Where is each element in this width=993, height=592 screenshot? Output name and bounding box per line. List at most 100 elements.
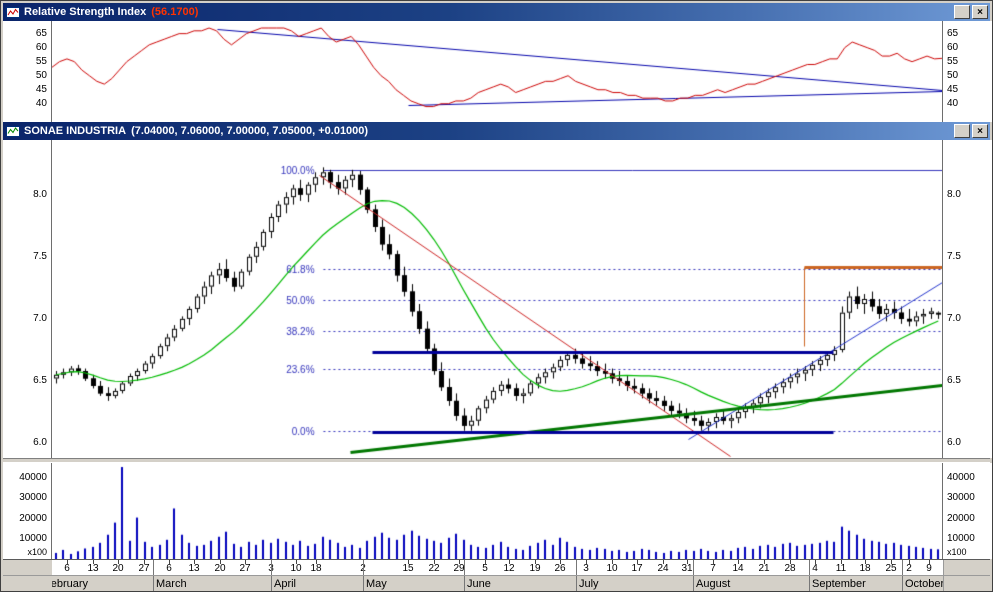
restore-button[interactable] [954, 124, 970, 138]
y-axis-tick-label: 40000 [947, 472, 975, 484]
month-boundary-line [153, 576, 154, 591]
y-axis-tick-label: 30000 [947, 492, 975, 504]
price-title: SONAE INDUSTRIA [24, 125, 127, 137]
y-axis-tick-label: 10000 [19, 532, 47, 544]
y-axis-tick-label: 45 [947, 83, 959, 95]
y-axis-tick-label: 50 [35, 69, 47, 81]
x-axis-dates: 6132027613202731018215222951219263101724… [3, 559, 990, 575]
x-axis-tick-label: 17 [631, 563, 643, 574]
month-boundary-line [464, 576, 465, 591]
y-axis-tick-label: 65 [35, 27, 47, 39]
month-label: July [579, 578, 599, 590]
axis-corner-right [943, 560, 990, 575]
x-axis-tick-label: 25 [885, 563, 897, 574]
x-axis-tick-label: 20 [214, 563, 226, 574]
x-axis-tick [169, 560, 170, 564]
month-boundary-line [464, 560, 465, 575]
x-axis-tick-label: 13 [188, 563, 200, 574]
y-axis-tick-label: 40 [947, 97, 959, 109]
month-boundary-line [809, 560, 810, 575]
x-axis-tick [535, 560, 536, 564]
x-axis-tick [841, 560, 842, 564]
month-label: March [156, 578, 187, 590]
x-axis-tick-label: 27 [239, 563, 251, 574]
x-axis-tick [509, 560, 510, 564]
x-axis-tick-label: 10 [606, 563, 618, 574]
month-label: August [696, 578, 731, 590]
x-axis-tick-label: 2 [906, 563, 912, 574]
x-axis-tick-label: 26 [554, 563, 566, 574]
x-axis-tick [891, 560, 892, 564]
x-axis-tick-label: 12 [503, 563, 515, 574]
month-boundary-line [902, 576, 903, 591]
x-axis-tick-label: 3 [583, 563, 589, 574]
month-label: February [44, 578, 89, 590]
x-axis-tick-label: 31 [681, 563, 693, 574]
x-axis-tick-label: 14 [732, 563, 744, 574]
volume-unit-left: x100 [27, 547, 47, 557]
y-axis-tick-label: 6.5 [33, 374, 47, 386]
price-ohlc-values: (7.04000, 7.06000, 7.00000, 7.05000, +0.… [131, 125, 369, 137]
month-boundary-line [693, 576, 694, 591]
rsi-plot-canvas[interactable] [52, 21, 942, 122]
y-axis-tick-label: 40000 [19, 472, 47, 484]
x-axis-tick-label: 11 [835, 563, 847, 574]
y-axis-tick-label: 40 [35, 97, 47, 109]
panel-splitter[interactable] [3, 458, 990, 463]
close-button[interactable]: × [972, 124, 988, 138]
x-axis-tick [909, 560, 910, 564]
rsi-titlebar[interactable]: Relative Strength Index (56.1700) × [3, 3, 990, 21]
x-axis-tick [637, 560, 638, 564]
chart-icon [6, 125, 20, 137]
y-axis-tick-label: 20000 [947, 512, 975, 524]
x-axis-tick-label: 5 [482, 563, 488, 574]
x-axis-tick [67, 560, 68, 564]
x-axis-tick-label: 4 [812, 563, 818, 574]
month-boundary-line [902, 560, 903, 575]
x-axis-tick-label: 13 [87, 563, 99, 574]
x-axis-tick-label: 7 [710, 563, 716, 574]
x-axis-tick [316, 560, 317, 564]
x-axis-tick-label: 6 [64, 563, 70, 574]
month-label: June [467, 578, 491, 590]
price-plot-canvas[interactable] [52, 140, 942, 458]
x-axis-tick [485, 560, 486, 564]
volume-y-axis-left: x100 40000 30000 20000 10000 [3, 463, 51, 559]
x-axis-tick-label: 27 [138, 563, 150, 574]
volume-plot-canvas[interactable] [52, 463, 942, 559]
y-axis-tick-label: 60 [35, 41, 47, 53]
month-boundary-line [363, 576, 364, 591]
restore-button[interactable] [954, 5, 970, 19]
y-axis-tick-label: 8.0 [33, 188, 47, 200]
x-axis-tick-label: 28 [784, 563, 796, 574]
x-axis-tick [687, 560, 688, 564]
month-label: April [274, 578, 297, 590]
month-boundary-line [271, 576, 272, 591]
month-boundary-line [809, 576, 810, 591]
price-titlebar[interactable]: SONAE INDUSTRIA (7.04000, 7.06000, 7.000… [3, 122, 990, 140]
axis-corner-left [3, 560, 52, 575]
month-label: October [905, 578, 945, 590]
rsi-y-axis-left: 65 60 55 50 45 40 [3, 21, 51, 122]
x-axis-tick [815, 560, 816, 564]
close-button[interactable]: × [972, 5, 988, 19]
x-axis-tick-label: 21 [758, 563, 770, 574]
axis-corner-right [943, 576, 990, 591]
y-axis-tick-label: 60 [947, 41, 959, 53]
x-axis-tick [296, 560, 297, 564]
x-axis-tick-label: 6 [166, 563, 172, 574]
y-axis-tick-label: 7.0 [33, 312, 47, 324]
month-label: May [366, 578, 387, 590]
x-axis-tick-label: 20 [112, 563, 124, 574]
volume-chart-row: x100 40000 30000 20000 10000 x100 40000 3000… [3, 463, 992, 559]
axis-corner-left [3, 576, 52, 591]
x-axis-tick-label: 29 [453, 563, 465, 574]
x-axis-tick-label: 15 [402, 563, 414, 574]
month-boundary-line [153, 560, 154, 575]
price-y-axis-right: 8.0 7.5 7.0 6.5 6.0 [943, 140, 992, 458]
y-axis-tick-label: 7.0 [947, 312, 961, 324]
y-axis-tick-label: 7.5 [33, 250, 47, 262]
x-axis-tick [434, 560, 435, 564]
y-axis-tick-label: 10000 [947, 532, 975, 544]
